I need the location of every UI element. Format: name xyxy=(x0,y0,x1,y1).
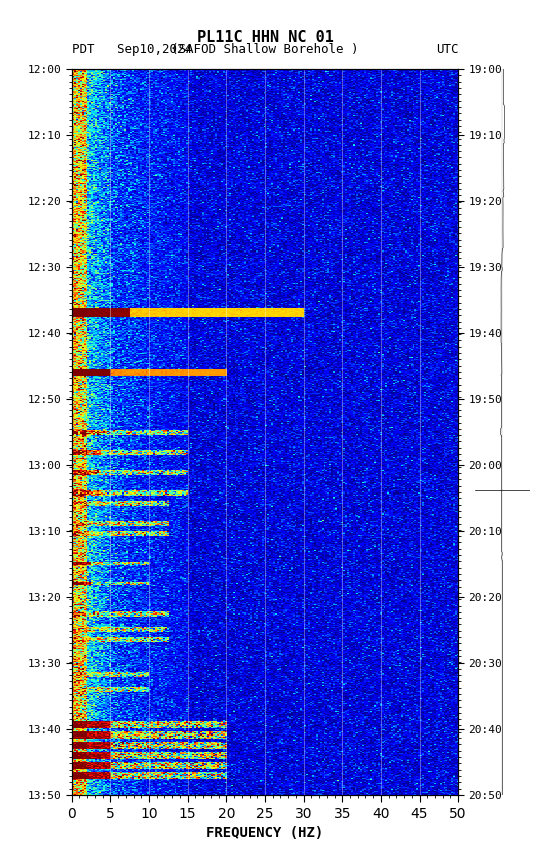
Text: UTC: UTC xyxy=(436,43,458,56)
Text: PL11C HHN NC 01: PL11C HHN NC 01 xyxy=(197,30,333,45)
X-axis label: FREQUENCY (HZ): FREQUENCY (HZ) xyxy=(206,826,323,841)
Text: (SAFOD Shallow Borehole ): (SAFOD Shallow Borehole ) xyxy=(171,43,359,56)
Text: PDT   Sep10,2024: PDT Sep10,2024 xyxy=(72,43,192,56)
